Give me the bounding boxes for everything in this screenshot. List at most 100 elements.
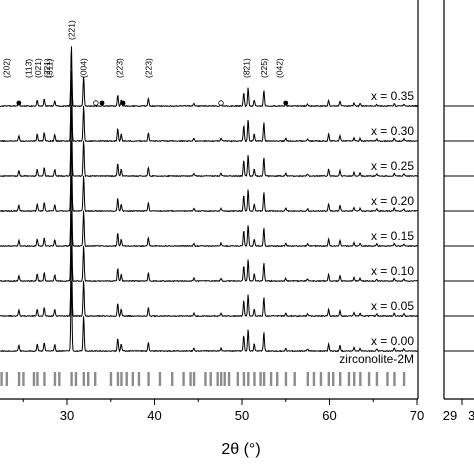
reference-bar bbox=[393, 372, 396, 386]
reference-bar bbox=[171, 372, 174, 386]
filled-marker bbox=[99, 100, 105, 106]
filled-marker bbox=[283, 100, 289, 106]
reference-bar bbox=[327, 372, 331, 386]
peak-label: (311) bbox=[45, 59, 55, 78]
series-trace bbox=[0, 210, 419, 283]
reference-bar bbox=[82, 372, 86, 386]
series-trace bbox=[0, 280, 419, 353]
series-trace bbox=[0, 105, 418, 178]
reference-bar bbox=[216, 372, 219, 386]
reference-bar bbox=[367, 372, 371, 386]
reference-label: zirconolite-2M bbox=[339, 352, 414, 366]
x-tick-label: 30 bbox=[60, 408, 74, 423]
reference-bar bbox=[259, 372, 262, 386]
reference-bar bbox=[116, 372, 120, 386]
reference-bar bbox=[32, 372, 36, 386]
reference-bar bbox=[306, 372, 310, 386]
reference-bar bbox=[158, 372, 162, 386]
series-trace bbox=[0, 175, 419, 248]
series-trace bbox=[0, 140, 419, 213]
reference-bar bbox=[284, 372, 288, 386]
reference-bar bbox=[5, 372, 9, 386]
reference-bar bbox=[375, 372, 379, 386]
open-marker bbox=[93, 100, 99, 106]
series-trace bbox=[0, 245, 418, 318]
peak-label: (2̄21) bbox=[42, 58, 52, 78]
x-tick-label: 60 bbox=[322, 408, 336, 423]
series-label: x = 0.05 bbox=[371, 299, 414, 313]
series-label: x = 0.20 bbox=[371, 194, 414, 208]
series-label: x = 0.15 bbox=[371, 229, 414, 243]
series-trace bbox=[0, 46, 418, 108]
reference-bar bbox=[204, 372, 207, 386]
peak-label: (042) bbox=[275, 58, 285, 78]
reference-bar bbox=[236, 372, 240, 386]
reference-bar bbox=[209, 372, 212, 386]
peak-label: (223) bbox=[143, 58, 153, 78]
reference-bar bbox=[137, 372, 141, 386]
reference-bar bbox=[74, 372, 78, 386]
peak-labels: (221) (004) (223̄) (223) (8̄21) (225) (042) (02… bbox=[2, 20, 285, 78]
peak-label: (8̄21) bbox=[241, 58, 251, 78]
peak-label: (021) bbox=[33, 58, 43, 78]
reference-bar bbox=[189, 372, 192, 386]
series-label: x = 0.10 bbox=[371, 264, 414, 278]
peak-label: (225) bbox=[259, 58, 269, 78]
reference-bar bbox=[223, 372, 226, 386]
inset-tick-label: 3 bbox=[468, 408, 474, 423]
reference-bar bbox=[147, 372, 150, 386]
x-tick-label: 50 bbox=[235, 408, 249, 423]
inset-panel: 29 3 bbox=[443, 105, 474, 423]
reference-bar bbox=[359, 372, 362, 386]
reference-bar bbox=[220, 372, 223, 386]
reference-bar bbox=[293, 372, 296, 386]
reference-bar bbox=[94, 372, 97, 386]
reference-bar bbox=[319, 372, 323, 386]
reference-bar bbox=[312, 372, 316, 386]
reference-bar bbox=[87, 372, 90, 386]
reference-bar bbox=[70, 372, 73, 386]
reference-bar bbox=[353, 372, 356, 386]
peak-label: (113̄) bbox=[24, 59, 34, 78]
reference-bar bbox=[58, 372, 61, 386]
reference-bar bbox=[339, 372, 342, 386]
peak-label: (202) bbox=[2, 58, 12, 78]
series-label: x = 0.35 bbox=[371, 89, 414, 103]
filled-marker bbox=[120, 100, 126, 106]
reference-bar bbox=[43, 372, 46, 386]
reference-bar bbox=[131, 372, 135, 386]
filled-marker bbox=[16, 100, 22, 106]
x-axis-title: 2θ (°) bbox=[221, 441, 260, 458]
reference-bar bbox=[262, 372, 266, 386]
reference-bar bbox=[402, 372, 406, 386]
reference-bar bbox=[227, 372, 231, 386]
series-label: x = 0.25 bbox=[371, 159, 414, 173]
reference-bar bbox=[192, 372, 196, 386]
reference-bar bbox=[269, 372, 273, 386]
reference-bar bbox=[109, 372, 113, 386]
x-axis-ticks: 30 40 50 60 70 bbox=[22, 399, 424, 423]
x-tick-label: 70 bbox=[410, 408, 424, 423]
reference-bar bbox=[247, 372, 250, 386]
reference-bars bbox=[0, 372, 406, 386]
open-marker bbox=[218, 100, 224, 106]
series-trace bbox=[0, 70, 418, 143]
x-tick-label: 40 bbox=[147, 408, 161, 423]
reference-bar bbox=[22, 372, 25, 386]
reference-bar bbox=[182, 372, 185, 386]
traces-layer: x = 0.35 x = 0.30 x = 0.25 x = 0.20 x = 0.15… bbox=[0, 46, 419, 353]
inset-tick-label: 29 bbox=[443, 408, 457, 423]
reference-bar bbox=[120, 372, 123, 386]
series-label: x = 0.30 bbox=[371, 124, 414, 138]
peak-label: (004) bbox=[79, 58, 89, 78]
reference-bar bbox=[253, 372, 256, 386]
reference-bar bbox=[276, 372, 279, 386]
phase-markers bbox=[16, 100, 289, 106]
reference-bar bbox=[125, 372, 128, 386]
peak-label: (221) bbox=[66, 20, 76, 40]
reference-bar bbox=[0, 372, 3, 386]
reference-bar bbox=[17, 372, 21, 386]
reference-bar bbox=[347, 372, 351, 386]
reference-bar bbox=[53, 372, 57, 386]
